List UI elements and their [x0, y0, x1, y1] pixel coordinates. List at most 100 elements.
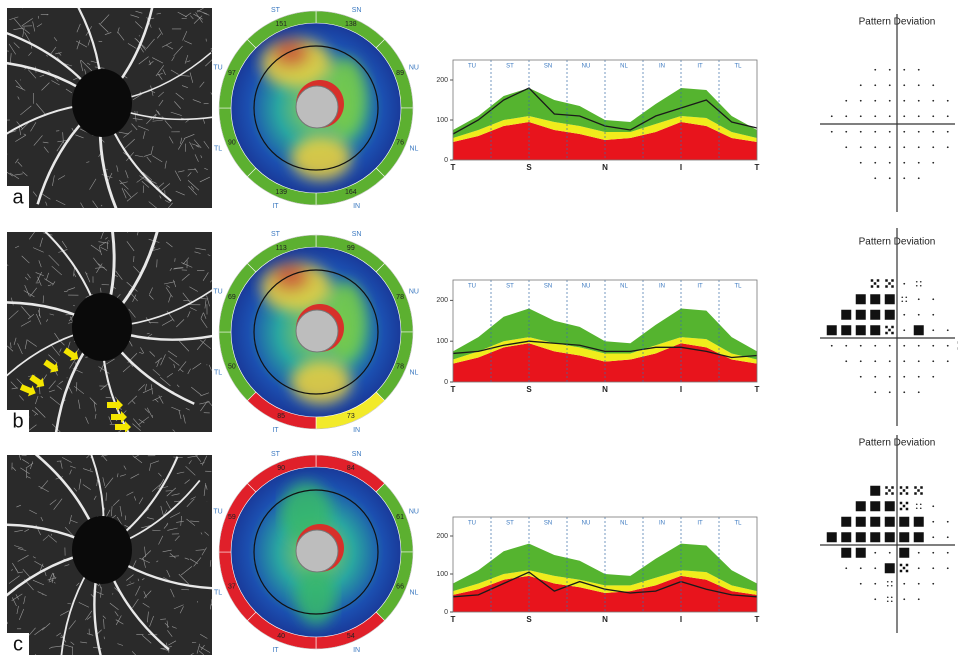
pd-dot [874, 130, 877, 133]
capillary [167, 527, 178, 531]
capillary [87, 62, 91, 65]
capillary [149, 463, 152, 471]
capillary [180, 566, 193, 576]
sector-label: TU [468, 64, 476, 70]
pd-dot [888, 177, 891, 180]
sector-label: TL [214, 369, 222, 376]
capillary [10, 130, 17, 133]
capillary [162, 549, 172, 553]
capillary [134, 110, 137, 122]
capillary [135, 21, 143, 29]
pd-dot [917, 115, 920, 118]
sector-label: TL [734, 284, 742, 290]
capillary [166, 372, 173, 378]
capillary [117, 27, 120, 34]
capillary [126, 192, 138, 202]
pd-dot [946, 130, 949, 133]
sector-label: SN [352, 231, 362, 238]
sector-label: IN [353, 647, 360, 654]
pd-dot [932, 582, 935, 585]
sector-label: TL [734, 64, 742, 70]
pd-checker [885, 279, 888, 282]
capillary [51, 345, 60, 356]
capillary [178, 138, 185, 150]
capillary [171, 56, 175, 62]
capillary [33, 247, 44, 253]
capillary [174, 535, 180, 542]
capillary [94, 413, 97, 419]
pd-checker [870, 285, 874, 288]
pd-dot [859, 115, 862, 118]
capillary [185, 466, 196, 476]
pd-dot [903, 344, 906, 347]
pd-dot [946, 344, 949, 347]
capillary [186, 518, 196, 526]
capillary [200, 312, 204, 319]
capillary [194, 167, 198, 173]
capillary [46, 272, 49, 281]
sector-value: 40 [277, 633, 285, 640]
sector-value: 78 [396, 364, 404, 371]
capillary [125, 170, 129, 179]
capillary [126, 574, 134, 581]
panel-letter-bg [7, 633, 29, 655]
pd-square [855, 309, 866, 320]
capillary [203, 141, 210, 149]
capillary [140, 347, 145, 354]
capillary [194, 251, 201, 254]
capillary [69, 515, 72, 525]
pd-dot [845, 344, 848, 347]
capillary [51, 80, 60, 86]
capillary [34, 560, 45, 567]
sector-label: NU [582, 64, 591, 70]
capillary [102, 477, 106, 486]
capillary [134, 496, 137, 501]
capillary [87, 633, 94, 636]
pd-checker [905, 492, 909, 495]
sector-value: 69 [228, 294, 236, 301]
capillary [10, 381, 18, 389]
capillary [187, 180, 200, 191]
capillary [39, 74, 45, 78]
capillary [170, 111, 182, 116]
pd-dot [901, 300, 904, 303]
capillary [191, 143, 200, 147]
capillary [17, 343, 23, 355]
capillary [105, 358, 115, 365]
pd-dot [888, 84, 891, 87]
pd-dot [946, 115, 949, 118]
capillary [131, 400, 136, 404]
capillary [142, 602, 150, 608]
capillary [14, 529, 23, 533]
octa-content [7, 455, 212, 655]
capillary [193, 139, 202, 149]
sector-label: SN [544, 521, 552, 527]
capillary [196, 145, 200, 148]
capillary [15, 85, 26, 91]
capillary [47, 284, 52, 287]
capillary [166, 241, 173, 248]
y-tick-label: 100 [436, 117, 448, 124]
sector-label: TL [214, 145, 222, 152]
pd-dot [946, 567, 949, 570]
pd-dot [845, 115, 848, 118]
pd-checker [885, 486, 888, 489]
capillary [199, 401, 210, 405]
capillary [12, 467, 17, 471]
pd-dot [917, 360, 920, 363]
pd-dot [886, 600, 889, 603]
capillary [34, 413, 37, 416]
capillary [147, 333, 153, 338]
x-tick-label: T [451, 385, 456, 394]
capillary [123, 152, 128, 156]
capillary [149, 615, 154, 627]
capillary [168, 640, 177, 646]
sector-label: NL [409, 145, 418, 152]
capillary [13, 42, 20, 49]
capillary [130, 473, 140, 479]
capillary [134, 154, 144, 158]
capillary [40, 480, 49, 490]
capillary [71, 127, 74, 132]
capillary [144, 408, 150, 413]
capillary [44, 570, 47, 577]
